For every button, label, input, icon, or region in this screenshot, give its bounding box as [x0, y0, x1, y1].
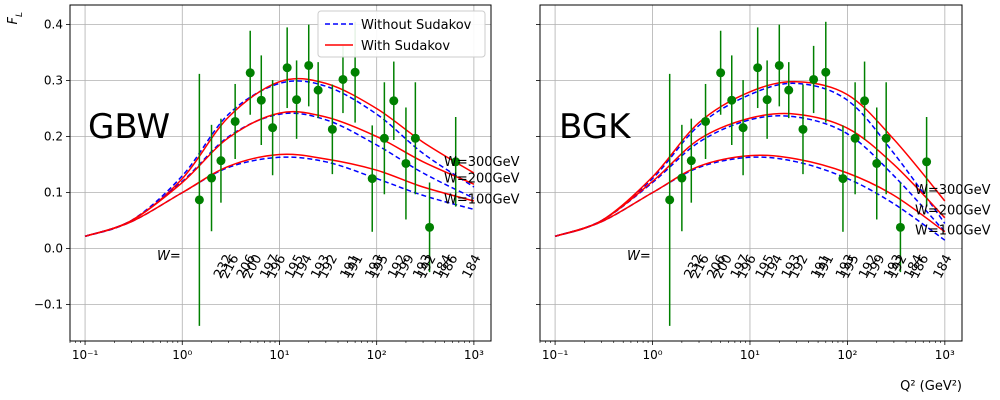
w-prefix: W=	[627, 249, 651, 264]
y-tick-label: 0.0	[44, 242, 63, 256]
data-point	[872, 158, 882, 168]
y-tick-label: 0.4	[44, 18, 63, 32]
data-point	[379, 133, 389, 143]
data-point	[774, 60, 784, 70]
data-point	[216, 156, 226, 166]
data-point	[207, 173, 217, 183]
x-tick-label: 10²	[837, 348, 857, 362]
legend-label: Without Sudakov	[361, 18, 472, 33]
data-point	[798, 124, 808, 134]
data-point	[327, 124, 337, 134]
data-point	[716, 68, 726, 78]
data-point	[753, 63, 763, 73]
x-tick-label: 10¹	[269, 348, 289, 362]
y-tick-label: 0.1	[44, 186, 63, 200]
series-line	[84, 110, 475, 238]
data-point	[350, 67, 360, 77]
curve-group-label: W=100GeV	[915, 224, 991, 239]
x-tick-label: 10²	[367, 348, 387, 362]
data-point	[677, 173, 687, 183]
x-tick-label: 10⁰	[172, 348, 192, 362]
data-point	[762, 95, 772, 105]
data-point	[686, 156, 696, 166]
x-tick-label: 10³	[935, 348, 955, 362]
curve-group-label: W=100GeV	[444, 192, 520, 207]
x-tick-label: 10¹	[740, 348, 760, 362]
axes-frame	[539, 4, 963, 342]
w-prefix: W=	[157, 249, 181, 264]
data-point	[256, 95, 266, 105]
x-axis-label: Q² (GeV²)	[900, 379, 962, 394]
axes-frame	[69, 4, 492, 342]
data-point	[245, 68, 255, 78]
data-point	[282, 63, 292, 73]
data-point	[268, 123, 278, 133]
data-point	[194, 195, 204, 205]
data-point	[389, 96, 399, 106]
data-point	[401, 158, 411, 168]
curve-group-label: W=200GeV	[915, 204, 991, 219]
data-point	[230, 116, 240, 126]
data-point	[665, 195, 675, 205]
series-line	[84, 153, 475, 238]
y-tick-label: 0.3	[44, 74, 63, 88]
data-point	[895, 222, 905, 232]
data-point	[304, 60, 314, 70]
data-point	[292, 95, 302, 105]
panel-label: BGK	[559, 107, 632, 147]
data-point	[860, 96, 870, 106]
x-tick-label: 10⁻¹	[72, 348, 99, 362]
data-point	[838, 174, 848, 184]
data-point	[410, 133, 420, 143]
x-tick-label: 10⁰	[642, 348, 662, 362]
data-point	[451, 157, 461, 167]
curve-group-label: W=200GeV	[444, 172, 520, 187]
y-tick-label: 0.2	[44, 130, 63, 144]
y-axis-label: FL	[6, 12, 25, 25]
series-line	[554, 154, 946, 238]
curve-group-label: W=300GeV	[915, 183, 991, 198]
legend-label: With Sudakov	[361, 39, 450, 54]
data-point	[701, 116, 711, 126]
y-tick-label: −0.1	[34, 298, 63, 312]
data-point	[821, 67, 831, 77]
x-tick-label: 10⁻¹	[542, 348, 569, 362]
series-line	[554, 112, 946, 238]
panel-gbw: 10⁻¹ 10⁰ 10¹ 10² 10³−0.10.00.10.20.30.4W= 232…	[6, 4, 520, 362]
data-point	[922, 157, 932, 167]
legend-box	[317, 10, 486, 58]
data-point	[727, 95, 737, 105]
data-point	[338, 74, 348, 84]
panel-label: GBW	[88, 107, 170, 147]
data-point	[425, 222, 435, 232]
data-point	[367, 174, 377, 184]
data-point	[784, 85, 794, 95]
data-point	[850, 133, 860, 143]
series-line	[554, 82, 946, 238]
curve-group-label: W=300GeV	[444, 155, 520, 170]
data-point	[313, 85, 323, 95]
data-point	[809, 74, 819, 84]
x-tick-label: 10³	[464, 348, 484, 362]
data-point	[738, 123, 748, 133]
data-point	[881, 133, 891, 143]
